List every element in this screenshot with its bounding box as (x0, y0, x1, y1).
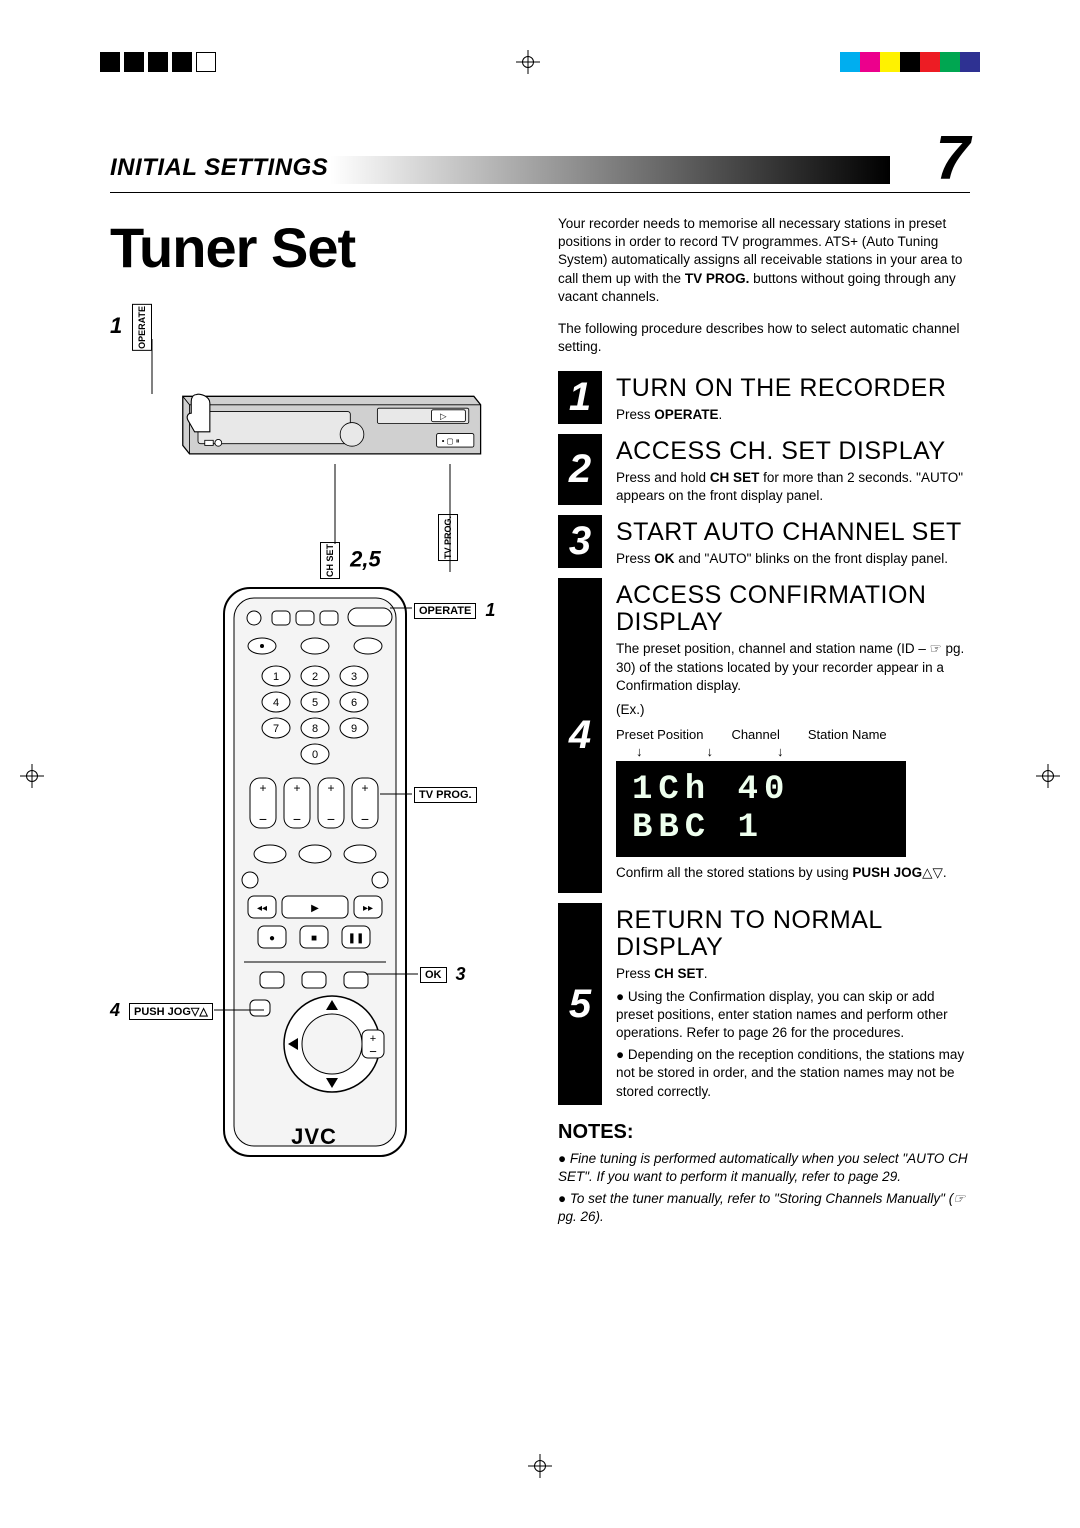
note-item: Fine tuning is performed automatically w… (558, 1150, 970, 1186)
step-text: Press and hold CH SET for more than 2 se… (616, 469, 970, 505)
intro-paragraph-1: Your recorder needs to memorise all nece… (558, 215, 970, 306)
step-title: ACCESS CH. SET DISPLAY (616, 438, 970, 465)
section-rule (110, 192, 970, 193)
step-bullets: Using the Confirmation display, you can … (616, 988, 970, 1101)
step-title: RETURN TO NORMAL DISPLAY (616, 907, 970, 961)
intro-bold: TV PROG. (685, 271, 750, 286)
callout-lines-lower (110, 584, 530, 1184)
callout-label: CH SET (320, 542, 340, 579)
crosshair-bottom (528, 1454, 552, 1478)
step-2: 2 ACCESS CH. SET DISPLAY Press and hold … (558, 434, 970, 505)
step-title: TURN ON THE RECORDER (616, 375, 970, 402)
notes-list: Fine tuning is performed automatically w… (558, 1150, 970, 1227)
step-text: Press CH SET. (616, 965, 970, 983)
example-label: (Ex.) (616, 701, 970, 719)
bullet-item: Depending on the reception conditions, t… (616, 1046, 970, 1101)
step-title: ACCESS CONFIRMATION DISPLAY (616, 582, 970, 636)
notes-title: NOTES: (558, 1121, 970, 1144)
step-number: 5 (558, 903, 602, 1105)
step-text: The preset position, channel and station… (616, 640, 970, 695)
registration-marks-top (0, 50, 1080, 74)
crosshair-right (1036, 764, 1060, 788)
intro-paragraph-2: The following procedure describes how to… (558, 320, 970, 356)
reg-squares-left (100, 52, 216, 72)
brand-logo: JVC (264, 1124, 364, 1150)
bullet-item: Using the Confirmation display, you can … (616, 988, 970, 1043)
registration-marks-bottom (0, 1454, 1080, 1478)
callout-chset: CH SET 2,5 (316, 542, 381, 579)
crosshair-top (516, 50, 540, 74)
display-arrows: ↓↓↓ (636, 744, 970, 759)
left-column: Tuner Set 1 OPERATE ▷ (110, 215, 530, 1231)
right-column: Your recorder needs to memorise all nece… (558, 215, 970, 1231)
page-title: Tuner Set (110, 215, 530, 280)
section-title: INITIAL SETTINGS (110, 154, 328, 182)
step-number: 2 (558, 434, 602, 505)
step-4: 4 ACCESS CONFIRMATION DISPLAY The preset… (558, 578, 970, 893)
device-diagram: 1 OPERATE ▷ • ▢ ⏸ (110, 304, 530, 1214)
section-header: INITIAL SETTINGS 7 (110, 140, 970, 188)
step-title: START AUTO CHANNEL SET (616, 519, 970, 546)
crosshair-left (20, 764, 44, 788)
display-labels: Preset Position Channel Station Name (616, 727, 970, 742)
step-1: 1 TURN ON THE RECORDER Press OPERATE. (558, 371, 970, 424)
lcd-display: 1Ch 40 BBC 1 (616, 761, 906, 857)
step-text: Press OPERATE. (616, 406, 970, 424)
step-number: 1 (558, 371, 602, 424)
page-content: INITIAL SETTINGS 7 Tuner Set 1 OPERATE (110, 140, 970, 1231)
page-number: 7 (936, 123, 970, 194)
step-5: 5 RETURN TO NORMAL DISPLAY Press CH SET.… (558, 903, 970, 1105)
callout-num: 2,5 (350, 546, 381, 571)
step-number: 4 (558, 578, 602, 893)
callout-label: TV PROG. (438, 514, 458, 561)
confirm-text: Confirm all the stored stations by using… (616, 865, 970, 881)
section-gradient (330, 156, 890, 184)
step-number: 3 (558, 515, 602, 568)
step-3: 3 START AUTO CHANNEL SET Press OK and "A… (558, 515, 970, 568)
note-item: To set the tuner manually, refer to "Sto… (558, 1190, 970, 1226)
color-swatches (840, 52, 980, 72)
step-text: Press OK and "AUTO" blinks on the front … (616, 550, 970, 568)
callout-tvprog-vcr: TV PROG. (434, 514, 462, 561)
